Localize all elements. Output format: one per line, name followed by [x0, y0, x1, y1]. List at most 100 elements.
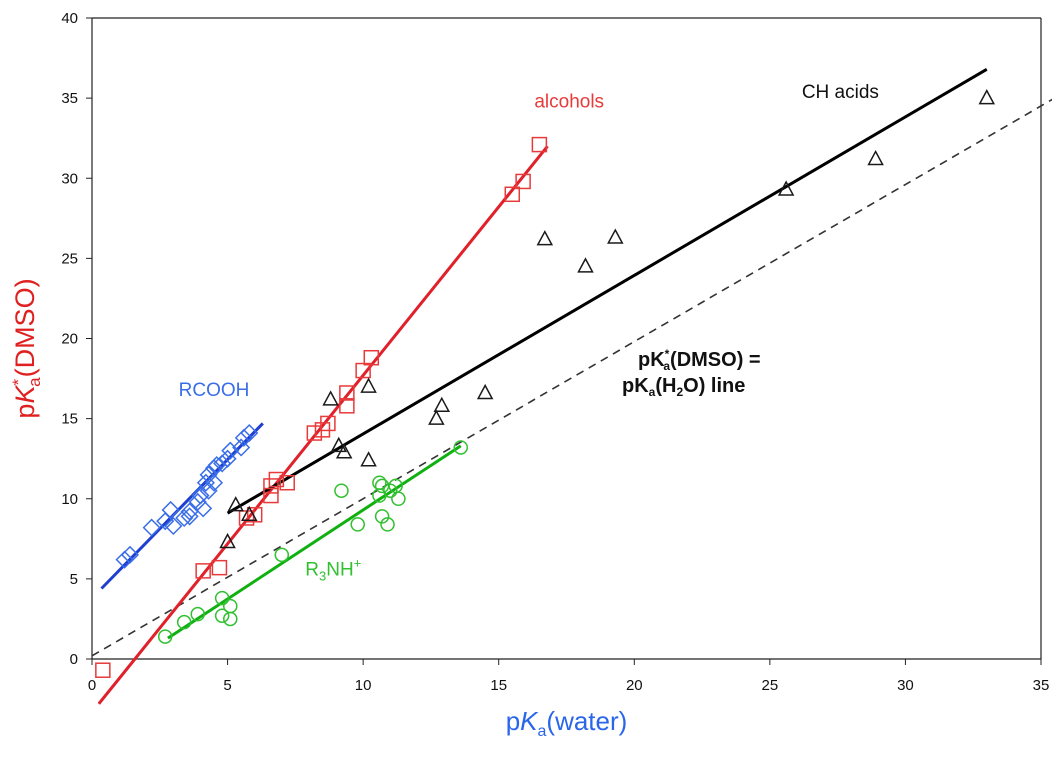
data-point-ch-acids: [335, 443, 353, 459]
data-point-r3nh: [190, 606, 205, 622]
data-point-r3nh: [374, 509, 390, 524]
x-axis-title-suffix: (water): [546, 706, 627, 736]
y-tick-label: 20: [61, 331, 78, 348]
series-label-text: alcohols: [534, 92, 604, 113]
data-point-ch-acids: [536, 230, 554, 246]
data-point-alcohols: [339, 385, 355, 401]
ref-label-2-mid: (H: [655, 375, 676, 397]
x-tick-label: 10: [355, 677, 372, 694]
data-point-ch-acids: [476, 383, 494, 400]
data-point-ch-acids: [777, 180, 795, 196]
fit-line-alcohols: [97, 145, 549, 705]
ref-label-1-sub: a: [663, 359, 670, 373]
data-point-alcohols: [95, 662, 111, 678]
y-tick-label: 25: [61, 250, 78, 267]
data-point-rcooh: [199, 465, 218, 484]
series-label-text: R: [305, 560, 319, 581]
markers-group: [95, 89, 996, 678]
data-point-alcohols: [515, 173, 531, 190]
y-tick-label: 15: [61, 411, 78, 428]
series-label-text: CH acids: [802, 82, 879, 103]
ref-label-1-prefix: pK: [638, 349, 665, 371]
x-axis-title-prefix: p: [506, 706, 520, 736]
ref-label-2-prefix: pK: [622, 375, 649, 397]
data-point-rcooh: [232, 438, 251, 457]
data-point-rcooh: [234, 428, 253, 447]
data-point-rcooh: [142, 518, 161, 537]
data-point-ch-acids: [227, 496, 244, 512]
x-axis-title: pKa(water): [506, 706, 628, 740]
data-point-r3nh: [223, 611, 238, 627]
fit-line-r3nh: [167, 444, 462, 640]
data-point-rcooh: [207, 456, 226, 475]
data-point-rcooh: [213, 454, 232, 473]
data-point-rcooh: [115, 550, 134, 569]
data-point-r3nh: [214, 608, 230, 623]
x-tick-label: 20: [626, 677, 643, 694]
data-point-ch-acids: [360, 377, 377, 393]
series-label-sup: +: [354, 556, 362, 571]
data-point-r3nh: [453, 440, 469, 455]
y-axis-title-suffix: (DMSO): [10, 278, 40, 377]
reference-line: [92, 98, 1052, 657]
data-point-alcohols: [355, 362, 371, 379]
data-point-alcohols: [211, 559, 228, 576]
data-point-rcooh: [175, 508, 194, 528]
data-point-r3nh: [274, 547, 290, 563]
reference-line-label-line1: pK* a(DMSO) =: [638, 347, 761, 373]
series-label-text2: NH: [326, 560, 353, 581]
data-point-alcohols: [504, 186, 521, 203]
series-label-text: RCOOH: [179, 380, 250, 401]
ref-label-2-sub: a: [649, 385, 656, 399]
data-point-alcohols: [195, 563, 211, 579]
data-point-alcohols: [268, 471, 285, 488]
y-tick-label: 30: [61, 170, 78, 187]
reference-line-group: [92, 98, 1052, 657]
data-point-ch-acids: [433, 396, 451, 413]
data-point-ch-acids: [219, 532, 236, 549]
series-label-ch-acids: CH acids: [802, 82, 879, 103]
series-label-alcohols: alcohols: [534, 92, 604, 113]
ref-label-1-suffix: (DMSO) =: [670, 349, 761, 371]
x-axis-title-italic: K: [520, 706, 539, 736]
y-tick-label: 10: [61, 491, 78, 508]
y-axis-title: pK*a(DMSO): [9, 278, 44, 418]
data-point-ch-acids: [360, 451, 377, 467]
data-point-rcooh: [180, 507, 199, 526]
data-point-rcooh: [194, 499, 213, 518]
data-point-ch-acids: [322, 390, 339, 406]
x-tick-label: 15: [490, 677, 507, 694]
series-label-rcooh: RCOOH: [179, 380, 250, 401]
data-point-ch-acids: [428, 409, 445, 425]
data-point-alcohols: [339, 398, 355, 414]
data-point-rcooh: [221, 441, 240, 460]
data-point-ch-acids: [241, 505, 258, 522]
series-label-r3nh: R3NH+: [305, 556, 361, 584]
y-axis-title-prefix: p: [10, 404, 40, 419]
series-label-sub: 3: [319, 569, 326, 584]
ref-label-2-suffix: O) line: [683, 375, 745, 397]
data-point-alcohols: [306, 425, 323, 441]
data-point-alcohols: [246, 507, 263, 523]
data-point-r3nh: [176, 614, 192, 630]
y-axis-title-sup: *: [9, 379, 28, 386]
fit-line-ch-acids: [226, 67, 988, 515]
data-point-rcooh: [164, 516, 183, 536]
data-point-rcooh: [199, 481, 218, 500]
data-point-r3nh: [223, 598, 238, 614]
data-point-ch-acids: [978, 89, 996, 105]
data-point-r3nh: [350, 517, 365, 532]
x-tick-label: 35: [1033, 677, 1050, 694]
data-point-ch-acids: [867, 149, 884, 166]
ref-label-1-sup: *: [665, 347, 670, 361]
data-point-r3nh: [214, 590, 230, 606]
data-point-r3nh: [391, 491, 406, 506]
data-point-ch-acids: [607, 228, 624, 244]
ref-label-2-sub2: 2: [676, 385, 683, 399]
data-point-alcohols: [263, 487, 279, 504]
y-axis-title-italic: K: [10, 385, 40, 404]
data-point-rcooh: [240, 423, 259, 443]
